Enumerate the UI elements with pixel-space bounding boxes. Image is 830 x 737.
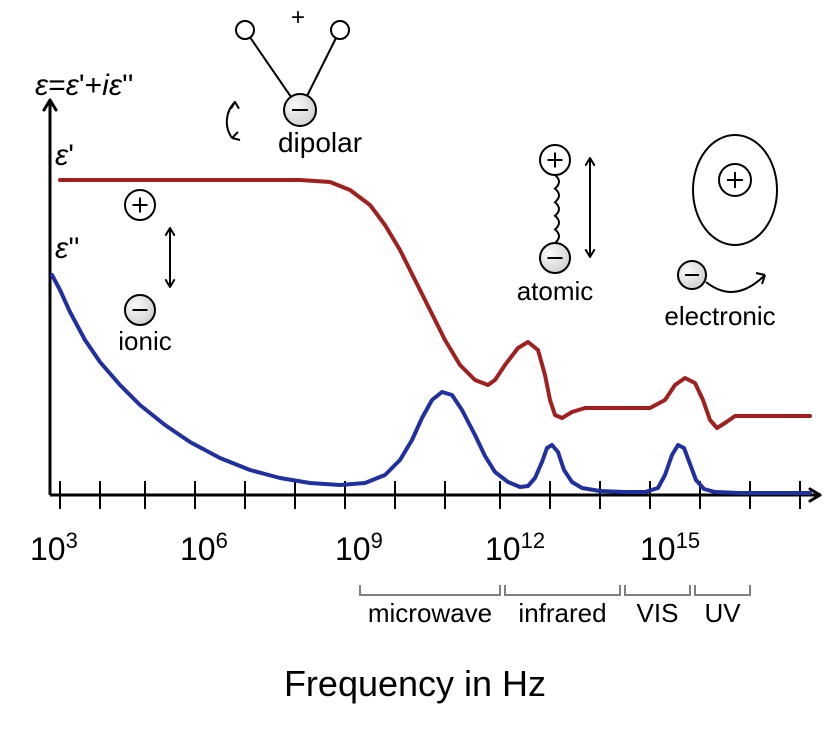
band-label: UV xyxy=(704,598,741,628)
label-eps-real: ε' xyxy=(55,139,74,172)
mechanism-label: electronic xyxy=(664,301,775,331)
band-label: microwave xyxy=(368,598,492,628)
mechanism-label: atomic xyxy=(517,276,594,306)
title-formula: ε=ε'+iε'' xyxy=(35,69,134,102)
band-label: VIS xyxy=(637,598,679,628)
atom-icon xyxy=(331,21,349,39)
plus-symbol: + xyxy=(291,4,305,31)
label-eps-imag: ε'' xyxy=(55,232,80,265)
band-label: infrared xyxy=(518,598,606,628)
mechanism-label: dipolar xyxy=(278,127,362,158)
mechanism-label: ionic xyxy=(118,326,171,356)
x-axis-label: Frequency in Hz xyxy=(284,663,546,704)
dielectric-spectrum-diagram: 10310610910121015ε=ε'+iε''ε'ε''microwave… xyxy=(0,0,830,737)
atom-icon xyxy=(236,21,254,39)
